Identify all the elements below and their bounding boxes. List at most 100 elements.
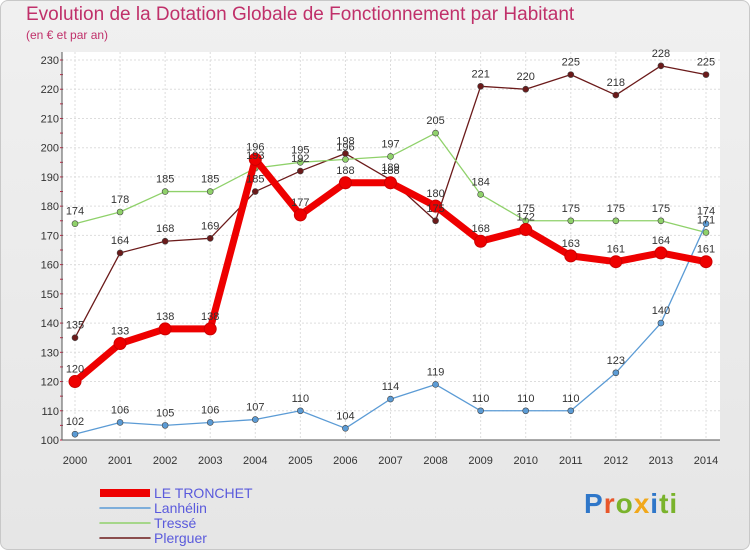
data-label: 161	[697, 244, 715, 256]
data-point	[657, 217, 665, 225]
data-point	[161, 422, 169, 429]
data-label: 110	[562, 393, 580, 405]
chart-subtitle: (en € et par an)	[26, 28, 109, 42]
y-tick-label: 190	[41, 172, 59, 184]
data-point	[297, 159, 304, 166]
data-label: 175	[607, 203, 625, 215]
data-point	[71, 220, 79, 227]
data-point	[612, 369, 620, 377]
data-label: 168	[471, 223, 489, 235]
data-point	[158, 322, 172, 336]
data-point	[477, 191, 484, 198]
data-point	[68, 375, 82, 389]
data-label: 174	[697, 206, 715, 218]
data-point	[71, 430, 79, 438]
data-point	[206, 235, 214, 242]
data-point	[567, 217, 575, 225]
data-point	[161, 237, 169, 245]
data-label: 102	[66, 416, 84, 428]
data-label: 197	[381, 138, 399, 150]
data-point	[206, 188, 214, 195]
data-point	[654, 246, 668, 260]
data-label: 192	[291, 153, 309, 165]
data-point	[206, 419, 214, 426]
x-tick-label: 2002	[153, 455, 177, 467]
data-point	[342, 425, 349, 432]
data-point	[161, 188, 169, 195]
y-tick-label: 230	[41, 55, 59, 67]
data-label: 138	[201, 311, 219, 323]
data-label: 106	[201, 404, 219, 416]
data-point	[657, 319, 665, 327]
x-tick-label: 2004	[243, 455, 267, 467]
data-point	[702, 71, 710, 78]
y-tick-label: 200	[41, 143, 59, 155]
data-label: 135	[66, 320, 84, 332]
data-label: 123	[607, 355, 625, 367]
legend-label: Lanhélin	[154, 500, 207, 516]
data-point	[522, 85, 530, 93]
data-label: 221	[471, 68, 489, 80]
x-tick-label: 2013	[649, 455, 673, 467]
y-tick-label: 120	[41, 377, 59, 389]
x-tick-label: 2005	[288, 455, 312, 467]
data-point	[342, 156, 349, 163]
data-point	[612, 217, 620, 225]
data-label: 174	[66, 206, 84, 218]
data-label: 119	[427, 366, 445, 378]
y-tick-label: 130	[41, 347, 59, 359]
y-tick-label: 220	[41, 84, 59, 96]
x-tick-label: 2010	[513, 455, 537, 467]
data-label: 178	[111, 194, 129, 206]
chart-title: Evolution de la Dotation Globale de Fonc…	[26, 4, 575, 25]
data-point	[71, 334, 79, 341]
y-tick-label: 160	[41, 260, 59, 272]
data-point	[564, 249, 578, 263]
data-label: 172	[517, 212, 535, 224]
data-point	[702, 220, 710, 227]
data-label: 185	[246, 174, 264, 186]
data-label: 171	[697, 214, 715, 226]
data-point	[251, 188, 259, 195]
data-label: 164	[111, 235, 129, 247]
data-label: 175	[652, 203, 670, 215]
data-point	[387, 395, 394, 403]
data-point	[612, 91, 620, 99]
data-label: 189	[381, 162, 399, 174]
x-tick-label: 2009	[468, 455, 492, 467]
data-label: 164	[652, 235, 670, 247]
logo-letter: o	[615, 488, 634, 519]
logo-letter: r	[603, 488, 616, 519]
x-tick-label: 2003	[198, 455, 222, 467]
data-label: 107	[246, 402, 264, 414]
x-tick-label: 2008	[423, 455, 447, 467]
data-label: 175	[562, 203, 580, 215]
data-point	[567, 71, 575, 78]
data-point	[432, 129, 439, 137]
data-label: 185	[156, 174, 174, 186]
data-label: 163	[562, 238, 580, 250]
data-label: 169	[201, 220, 219, 232]
data-point	[432, 217, 439, 225]
data-point	[338, 176, 352, 190]
data-label: 184	[471, 176, 489, 188]
data-point	[477, 83, 484, 90]
logo-letter: i	[650, 488, 660, 519]
data-point	[567, 407, 575, 415]
data-point	[251, 416, 259, 423]
data-label: 110	[292, 393, 310, 405]
data-label: 161	[607, 244, 625, 256]
data-label: 175	[517, 203, 535, 215]
data-point	[474, 234, 488, 248]
data-point	[297, 407, 304, 415]
data-label: 193	[246, 150, 264, 162]
x-tick-label: 2011	[559, 455, 583, 467]
x-tick-label: 2000	[63, 455, 87, 467]
data-label: 198	[336, 136, 354, 148]
y-tick-label: 100	[41, 435, 59, 447]
data-label: 205	[426, 115, 444, 127]
data-label: 185	[201, 174, 219, 186]
data-label: 180	[426, 188, 444, 200]
data-point	[116, 419, 124, 426]
data-point	[609, 255, 623, 269]
